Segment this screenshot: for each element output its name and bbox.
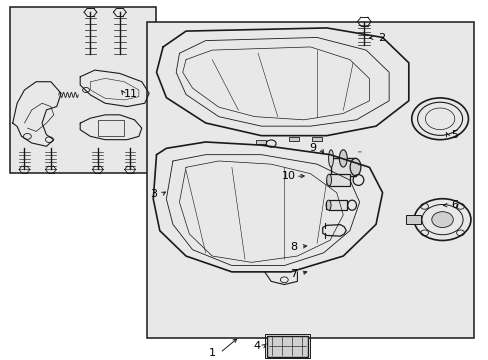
Text: 5: 5 [450, 130, 457, 140]
Bar [10, 7, 156, 173]
Ellipse shape [326, 174, 331, 186]
Text: 9: 9 [309, 143, 316, 153]
Bar [266, 336, 307, 357]
Ellipse shape [349, 158, 360, 176]
Bar [289, 137, 299, 141]
Bar [256, 140, 265, 144]
Bar [328, 200, 346, 210]
Bar [405, 215, 420, 224]
Bar [330, 158, 355, 176]
Ellipse shape [325, 200, 330, 210]
Text: 11: 11 [124, 89, 138, 99]
Bar [264, 334, 309, 358]
Text: 4: 4 [253, 341, 260, 351]
Text: 8: 8 [289, 242, 296, 252]
Text: 6: 6 [450, 200, 457, 210]
Bar [98, 120, 124, 136]
Text: 3: 3 [150, 189, 157, 199]
Text: 10: 10 [281, 171, 295, 181]
Text: 1: 1 [209, 348, 216, 358]
Text: 2: 2 [377, 33, 384, 43]
Circle shape [431, 212, 452, 228]
Bar [328, 174, 349, 186]
Ellipse shape [328, 150, 333, 167]
Text: 7: 7 [289, 269, 296, 279]
Ellipse shape [339, 150, 346, 167]
Bar [146, 22, 473, 338]
Bar [311, 137, 321, 141]
